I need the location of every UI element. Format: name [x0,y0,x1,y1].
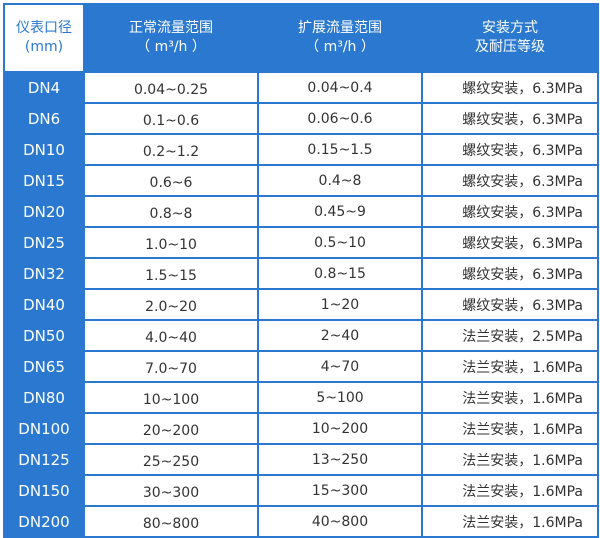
normal-flow-cell: 1.5~15 [83,257,259,290]
table-row: DN50 4.0~40 2~40 法兰安装，2.5MPa [3,319,599,352]
install-cell: 螺纹安装，6.3MPa [421,195,599,228]
install-cell: 螺纹安装，6.3MPa [421,71,599,104]
extended-flow-cell: 4~70 [257,350,423,383]
install-cell: 螺纹安装，6.3MPa [421,133,599,166]
normal-flow-cell: 20~200 [83,412,259,445]
diameter-cell: DN50 [3,319,85,352]
extended-flow-cell: 0.06~0.6 [257,102,423,135]
install-cell: 法兰安装，1.6MPa [421,443,599,476]
extended-flow-cell: 0.15~1.5 [257,133,423,166]
normal-flow-cell: 0.1~0.6 [83,102,259,135]
header-install: 安装方式 及耐压等级 [421,3,599,73]
table-row: DN20 0.8~8 0.45~9 螺纹安装，6.3MPa [3,195,599,228]
normal-flow-cell: 4.0~40 [83,319,259,352]
header-extended-flow: 扩展流量范围 （ m³/h ） [257,3,423,73]
header-line: 正常流量范围 [129,20,213,36]
extended-flow-cell: 10~200 [257,412,423,445]
header-line: 扩展流量范围 [298,20,382,36]
table-row: DN6 0.1~0.6 0.06~0.6 螺纹安装，6.3MPa [3,102,599,135]
install-cell: 螺纹安装，6.3MPa [421,102,599,135]
diameter-cell: DN80 [3,381,85,414]
extended-flow-cell: 0.04~0.4 [257,71,423,104]
header-line: (mm) [24,39,64,55]
extended-flow-cell: 13~250 [257,443,423,476]
diameter-cell: DN100 [3,412,85,445]
install-cell: 螺纹安装，6.3MPa [421,257,599,290]
table-row: DN25 1.0~10 0.5~10 螺纹安装，6.3MPa [3,226,599,259]
diameter-cell: DN25 [3,226,85,259]
install-cell: 法兰安装，1.6MPa [421,505,599,538]
normal-flow-cell: 2.0~20 [83,288,259,321]
diameter-cell: DN200 [3,505,85,538]
diameter-cell: DN10 [3,133,85,166]
table-row: DN32 1.5~15 0.8~15 螺纹安装，6.3MPa [3,257,599,290]
header-line: 仪表口径 [16,20,72,36]
header-normal-flow: 正常流量范围 （ m³/h ） [83,3,259,73]
flow-spec-table: 仪表口径 (mm) 正常流量范围 （ m³/h ） 扩展流量范围 （ m³/h ） 安… [3,3,599,538]
table-row: DN80 10~100 5~100 法兰安装，1.6MPa [3,381,599,414]
table-row: DN4 0.04~0.25 0.04~0.4 螺纹安装，6.3MPa [3,71,599,104]
diameter-cell: DN15 [3,164,85,197]
extended-flow-cell: 0.5~10 [257,226,423,259]
normal-flow-cell: 0.6~6 [83,164,259,197]
normal-flow-cell: 1.0~10 [83,226,259,259]
diameter-cell: DN65 [3,350,85,383]
table-row: DN15 0.6~6 0.4~8 螺纹安装，6.3MPa [3,164,599,197]
extended-flow-cell: 0.4~8 [257,164,423,197]
header-row: 仪表口径 (mm) 正常流量范围 （ m³/h ） 扩展流量范围 （ m³/h ） 安… [3,3,599,73]
diameter-cell: DN6 [3,102,85,135]
install-cell: 法兰安装，2.5MPa [421,319,599,352]
install-cell: 法兰安装，1.6MPa [421,350,599,383]
normal-flow-cell: 25~250 [83,443,259,476]
normal-flow-cell: 0.04~0.25 [83,71,259,104]
install-cell: 法兰安装，1.6MPa [421,412,599,445]
diameter-cell: DN20 [3,195,85,228]
normal-flow-cell: 80~800 [83,505,259,538]
extended-flow-cell: 2~40 [257,319,423,352]
diameter-cell: DN125 [3,443,85,476]
normal-flow-cell: 7.0~70 [83,350,259,383]
header-line: （ m³/h ） [305,39,375,55]
diameter-cell: DN32 [3,257,85,290]
table-row: DN40 2.0~20 1~20 螺纹安装，6.3MPa [3,288,599,321]
table-row: DN125 25~250 13~250 法兰安装，1.6MPa [3,443,599,476]
install-cell: 法兰安装，1.6MPa [421,381,599,414]
table-row: DN200 80~800 40~800 法兰安装，1.6MPa [3,505,599,538]
extended-flow-cell: 5~100 [257,381,423,414]
install-cell: 螺纹安装，6.3MPa [421,288,599,321]
header-line: （ m³/h ） [136,39,206,55]
install-cell: 螺纹安装，6.3MPa [421,164,599,197]
header-diameter: 仪表口径 (mm) [3,3,85,73]
extended-flow-cell: 0.8~15 [257,257,423,290]
normal-flow-cell: 10~100 [83,381,259,414]
header-line: 安装方式 [482,20,538,36]
table-row: DN10 0.2~1.2 0.15~1.5 螺纹安装，6.3MPa [3,133,599,166]
normal-flow-cell: 0.8~8 [83,195,259,228]
install-cell: 螺纹安装，6.3MPa [421,226,599,259]
normal-flow-cell: 0.2~1.2 [83,133,259,166]
extended-flow-cell: 40~800 [257,505,423,538]
diameter-cell: DN40 [3,288,85,321]
table-row: DN65 7.0~70 4~70 法兰安装，1.6MPa [3,350,599,383]
extended-flow-cell: 1~20 [257,288,423,321]
diameter-cell: DN4 [3,71,85,104]
header-line: 及耐压等级 [475,39,545,55]
table-row: DN100 20~200 10~200 法兰安装，1.6MPa [3,412,599,445]
extended-flow-cell: 0.45~9 [257,195,423,228]
